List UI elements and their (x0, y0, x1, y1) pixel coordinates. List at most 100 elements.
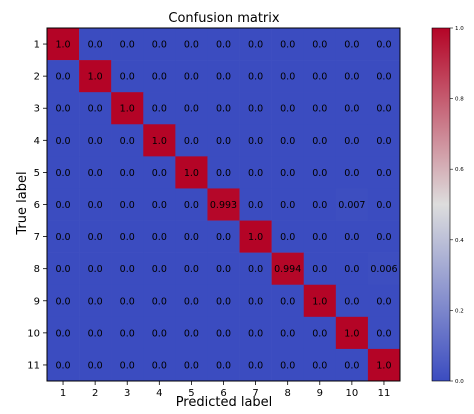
heatmap-cell (143, 124, 176, 157)
cell-value-label: 0.993 (210, 200, 237, 211)
x-tick-label: 4 (156, 388, 162, 399)
heatmap-cell (47, 316, 80, 350)
cell-value-label: 0.0 (152, 360, 167, 371)
y-tick-label: 10 (27, 328, 40, 339)
heatmap-cell (111, 124, 144, 157)
y-tick-label: 7 (34, 232, 40, 243)
cell-value-label: 0.0 (55, 200, 70, 211)
heatmap-cell (111, 156, 144, 189)
heatmap-cell (47, 92, 80, 125)
heatmap-cell (335, 188, 369, 221)
cell-value-label: 0.0 (312, 200, 327, 211)
cell-value-label: 0.0 (88, 136, 103, 147)
cell-value-label: 0.0 (248, 168, 263, 179)
heatmap-cell (47, 252, 80, 286)
heatmap-cell (47, 28, 80, 61)
cell-value-label: 1.0 (152, 136, 167, 147)
heatmap-cell (367, 60, 401, 93)
heatmap-cell (335, 60, 369, 93)
cell-value-label: 0.0 (248, 264, 263, 275)
cell-value-label: 0.0 (120, 72, 135, 83)
heatmap-cell (271, 188, 305, 221)
cell-value-label: 0.0 (88, 296, 103, 307)
cell-value-label: 0.0 (152, 328, 167, 339)
heatmap-cell (79, 220, 112, 253)
heatmap-cell (239, 220, 272, 253)
cell-value-label: 0.0 (184, 360, 199, 371)
heatmap-cell (335, 92, 369, 125)
cell-value-label: 1.0 (312, 296, 327, 307)
heatmap-cell (175, 156, 208, 189)
cell-value-label: 0.0 (120, 328, 135, 339)
y-tick-label: 3 (34, 104, 40, 115)
heatmap-cell (271, 348, 305, 382)
heatmap-cell (207, 348, 240, 382)
heatmap-cell (79, 348, 112, 382)
cell-value-label: 0.0 (120, 168, 135, 179)
y-tick-label: 8 (34, 264, 40, 275)
cell-value-label: 0.0 (152, 168, 167, 179)
cell-value-label: 0.0 (216, 40, 231, 51)
x-tick-label: 10 (345, 388, 358, 399)
heatmap-cell (335, 28, 369, 61)
cell-value-label: 0.0 (216, 72, 231, 83)
cell-value-label: 0.0 (184, 328, 199, 339)
cell-value-label: 0.0 (55, 296, 70, 307)
cell-value-label: 1.0 (120, 104, 135, 115)
heatmap-cell (143, 316, 176, 350)
cell-value-label: 0.0 (376, 168, 391, 179)
cell-value-label: 0.0 (216, 360, 231, 371)
heatmap-cell (239, 188, 272, 221)
cell-value-label: 0.994 (274, 264, 301, 275)
cell-value-label: 0.0 (216, 328, 231, 339)
y-tick-label: 6 (34, 200, 40, 211)
cell-value-label: 0.0 (248, 360, 263, 371)
cell-value-label: 0.0 (376, 328, 391, 339)
cell-value-label: 0.0 (120, 360, 135, 371)
heatmap-cell (303, 220, 337, 253)
heatmap-cell (271, 252, 305, 286)
heatmap-cell (47, 156, 80, 189)
cell-value-label: 0.0 (248, 72, 263, 83)
heatmap-cell (47, 60, 80, 93)
heatmap-cell (271, 316, 305, 350)
cell-value-label: 0.0 (376, 40, 391, 51)
heatmap-cell (367, 284, 401, 318)
y-tick-label: 4 (34, 136, 40, 147)
colorbar-ticks: 0.0 0.2 0.4 0.6 0.8 1.0 (450, 26, 464, 385)
cell-value-label: 0.0 (376, 200, 391, 211)
heatmap-cell (239, 252, 272, 286)
heatmap-cell (367, 188, 401, 221)
heatmap-cell (303, 124, 337, 157)
cell-value-label: 0.0 (152, 104, 167, 115)
heatmap-cell (303, 348, 337, 382)
cell-value-label: 0.0 (184, 72, 199, 83)
cell-value-label: 0.0 (248, 328, 263, 339)
heatmap-cell (335, 252, 369, 286)
cell-value-label: 0.0 (120, 296, 135, 307)
heatmap-cell (271, 220, 305, 253)
cell-value-label: 0.0 (152, 232, 167, 243)
cell-value-label: 1.0 (88, 72, 103, 83)
heatmap-cell (175, 124, 208, 157)
heatmap-cell (303, 284, 337, 318)
y-axis-ticks: 1 2 3 4 5 6 7 8 9 10 11 (27, 40, 47, 371)
cell-value-label: 1.0 (344, 328, 359, 339)
heatmap-cell (239, 348, 272, 382)
cell-value-label: 0.0 (88, 328, 103, 339)
heatmap-cell (303, 316, 337, 350)
heatmap-cell-labels: 1.0 0.0 0.0 0.0 0.0 0.0 0.0 0.0 0.0 0.0 0.0 0.0 1.0 0… (55, 40, 397, 372)
cell-value-label: 0.0 (216, 168, 231, 179)
heatmap-cell (111, 284, 144, 318)
y-tick-label: 1 (34, 40, 40, 51)
cell-value-label: 0.0 (344, 232, 359, 243)
cell-value-label: 0.0 (344, 40, 359, 51)
colorbar (431, 27, 451, 382)
cell-value-label: 0.0 (55, 232, 70, 243)
cell-value-label: 0.0 (184, 40, 199, 51)
cell-value-label: 0.0 (344, 104, 359, 115)
heatmap-cell (207, 92, 240, 125)
heatmap-cell (367, 28, 401, 61)
heatmap-cell (111, 60, 144, 93)
heatmap-cell (47, 124, 80, 157)
